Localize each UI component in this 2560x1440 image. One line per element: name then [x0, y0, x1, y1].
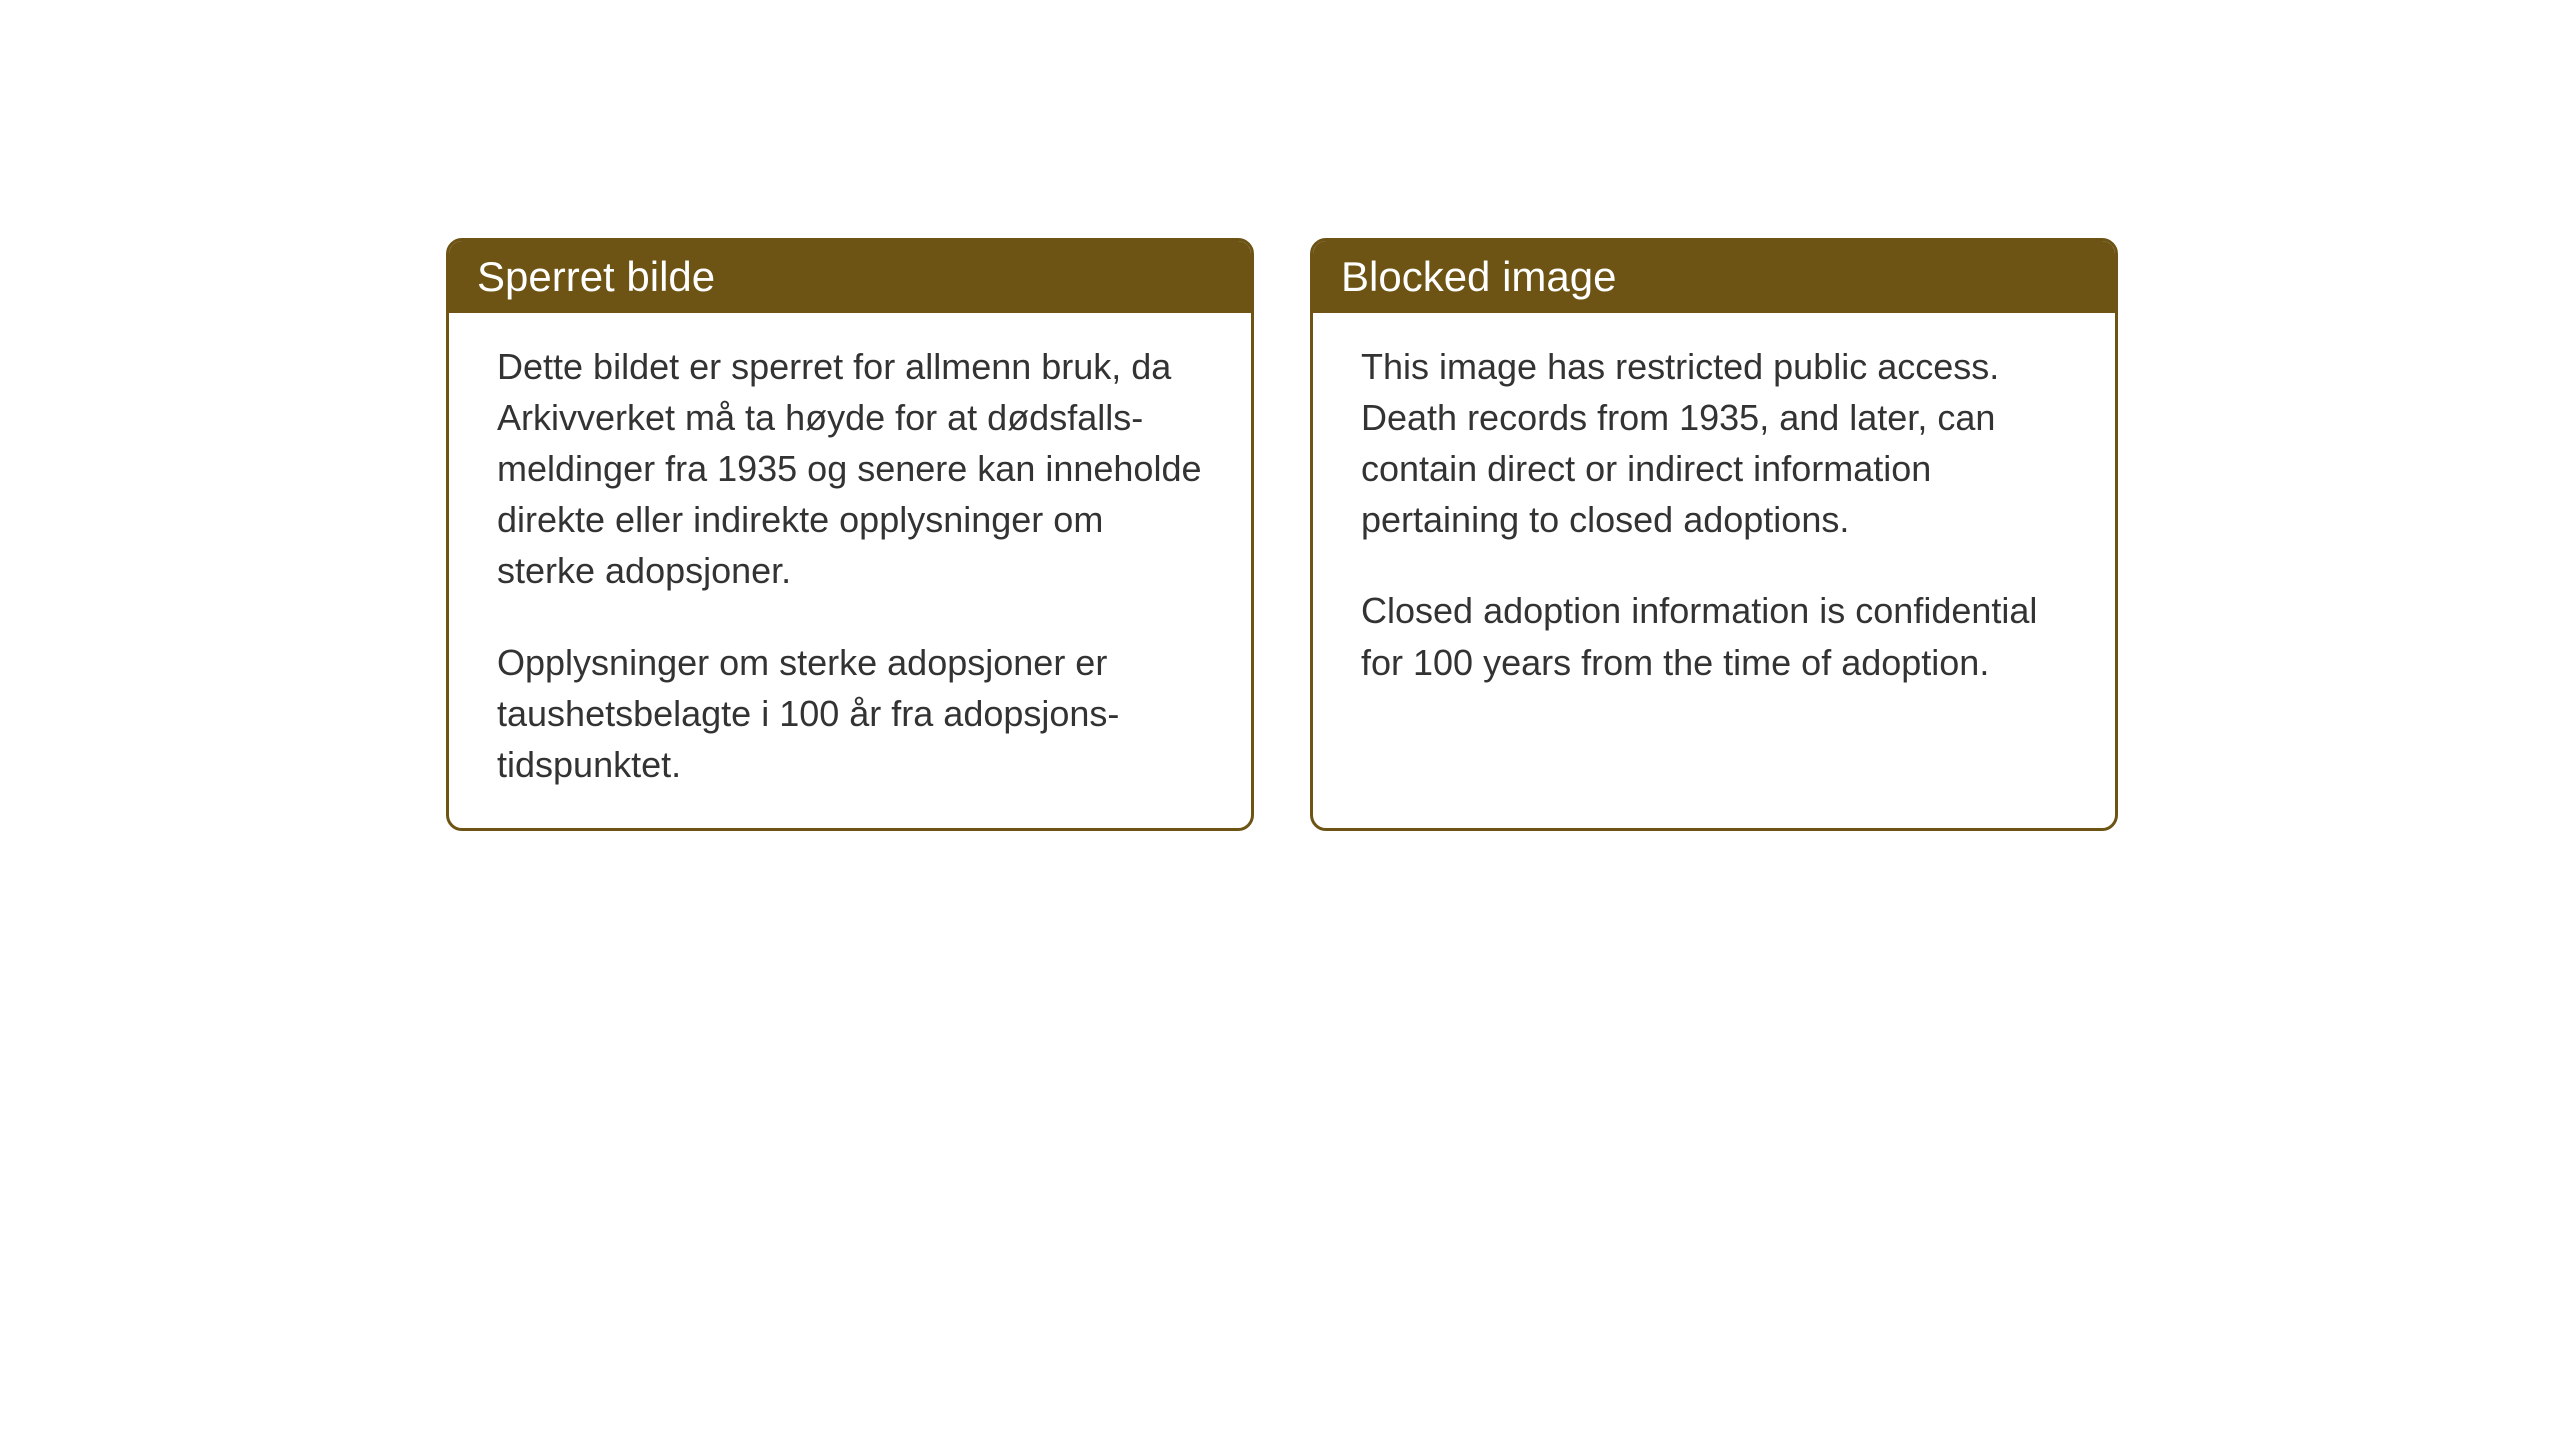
- notice-title-norwegian: Sperret bilde: [477, 253, 715, 300]
- notice-paragraph-2-english: Closed adoption information is confident…: [1361, 585, 2067, 687]
- notice-card-body-english: This image has restricted public access.…: [1313, 313, 2115, 755]
- notice-card-norwegian: Sperret bilde Dette bildet er sperret fo…: [446, 238, 1254, 831]
- notice-container: Sperret bilde Dette bildet er sperret fo…: [446, 238, 2118, 831]
- notice-paragraph-2-norwegian: Opplysninger om sterke adopsjoner er tau…: [497, 637, 1203, 790]
- notice-title-english: Blocked image: [1341, 253, 1616, 300]
- notice-card-header-norwegian: Sperret bilde: [449, 241, 1251, 313]
- notice-paragraph-1-norwegian: Dette bildet er sperret for allmenn bruk…: [497, 341, 1203, 597]
- notice-paragraph-1-english: This image has restricted public access.…: [1361, 341, 2067, 545]
- notice-card-english: Blocked image This image has restricted …: [1310, 238, 2118, 831]
- notice-card-header-english: Blocked image: [1313, 241, 2115, 313]
- notice-card-body-norwegian: Dette bildet er sperret for allmenn bruk…: [449, 313, 1251, 828]
